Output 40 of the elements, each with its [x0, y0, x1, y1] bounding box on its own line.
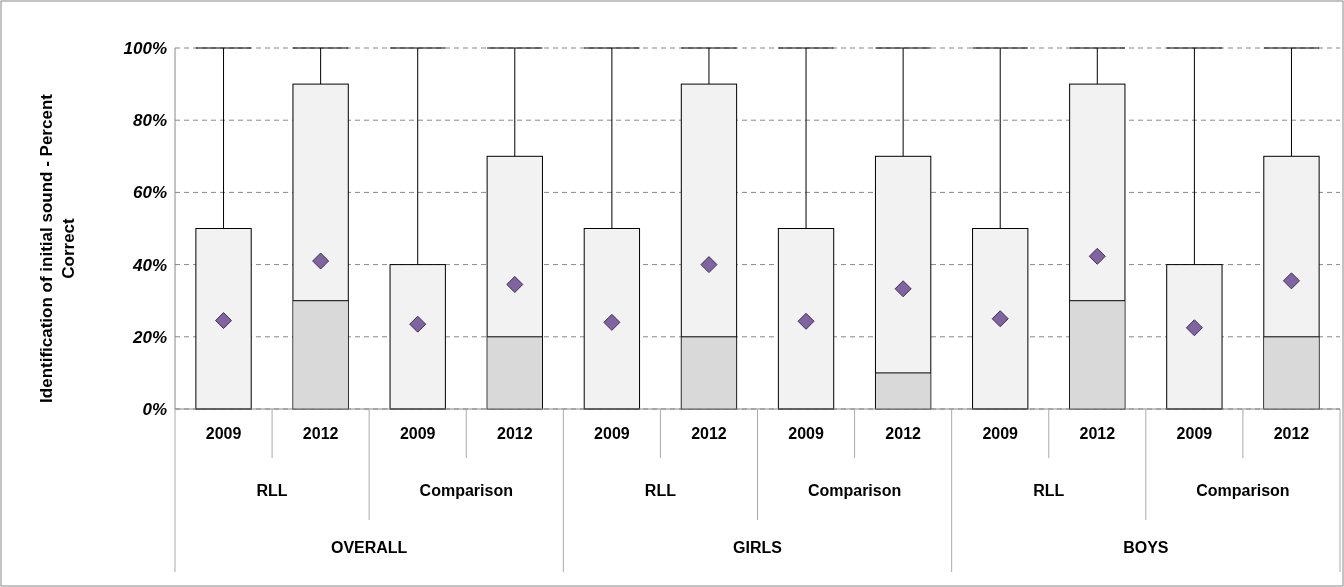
x-tick-label: 2009 [788, 424, 824, 442]
point [1185, 319, 1203, 337]
y-tick-label: 40% [131, 255, 167, 275]
x-tick-label: 2009 [982, 424, 1019, 442]
x-tick-label: 2012 [496, 424, 533, 442]
x-tick-label: 2009 [205, 424, 242, 442]
text: RLL [644, 481, 677, 499]
x-tick-label: 2012 [885, 424, 922, 442]
x-tick-label: 2012 [1079, 424, 1116, 442]
point [700, 256, 718, 274]
x-tick-label: 2009 [1176, 424, 1213, 442]
x-tick-label: 2012 [302, 424, 339, 442]
y-tick-label: 80% [132, 111, 167, 131]
point [215, 312, 233, 330]
point [409, 315, 427, 333]
text: Comparison [807, 481, 902, 499]
text: BOYS [1123, 538, 1169, 556]
point [991, 310, 1009, 328]
x-tick-label: 2012 [1273, 424, 1310, 442]
text: GIRLS [733, 538, 783, 556]
point [312, 252, 330, 270]
point [894, 280, 912, 298]
y-tick-label: 20% [131, 327, 167, 347]
text: RLL [1033, 481, 1065, 499]
x-tick-label: 2009 [399, 424, 436, 442]
y-tick-label: 60% [132, 183, 167, 203]
text: Comparison [419, 481, 513, 499]
point [797, 312, 815, 330]
point [603, 313, 621, 331]
point [506, 275, 524, 293]
point [1088, 247, 1106, 265]
y-tick-label: 0% [142, 399, 167, 419]
y-tick-label: 100% [123, 38, 167, 58]
text: RLL [256, 481, 288, 499]
text: Comparison [1196, 481, 1290, 499]
x-tick-label: 2009 [594, 424, 630, 442]
text: OVERALL [330, 538, 408, 556]
y-axis-title: Identification of initial sound - Percent Correct [37, 93, 78, 403]
x-tick-label: 2012 [691, 424, 727, 442]
point [1282, 272, 1300, 290]
